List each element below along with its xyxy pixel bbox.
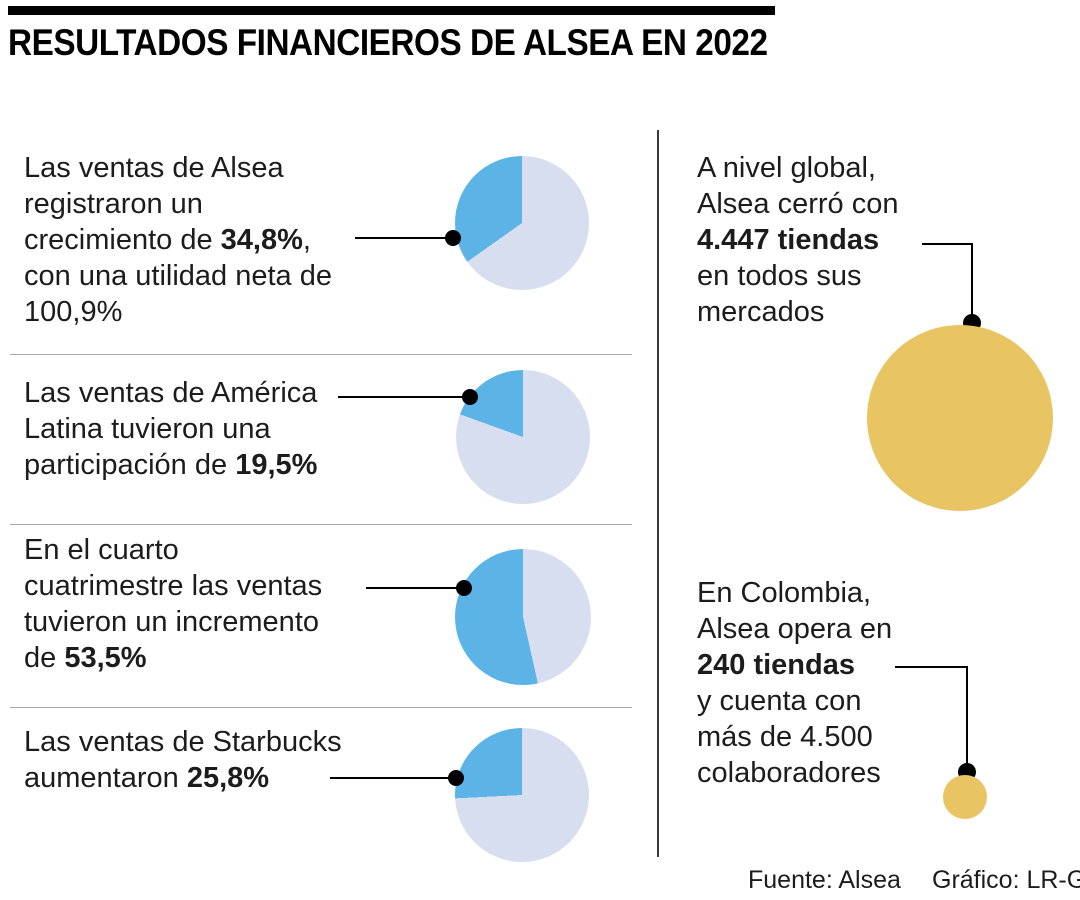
pie-chart-incremento-53-5 [455, 549, 591, 685]
text-line: 100,9% [24, 296, 123, 328]
callout-line [971, 243, 973, 323]
fact-block-tiendas-colombia: En Colombia, Alsea opera en 240 tiendas … [697, 575, 892, 791]
bubble-tiendas-global [867, 325, 1053, 511]
callout-dot [462, 389, 478, 405]
callout-dot [445, 230, 461, 246]
text-line: tuvieron un incremento [24, 606, 319, 638]
text-line: 240 tiendas [697, 647, 892, 683]
highlight-value: 4.447 tiendas [697, 224, 880, 256]
text-line: en todos sus [697, 260, 862, 292]
column-divider [657, 130, 659, 857]
section-divider [10, 707, 632, 708]
header-rule [8, 6, 775, 15]
callout-line [922, 243, 973, 245]
text-line: A nivel global, [697, 152, 876, 184]
section-divider [10, 524, 632, 525]
pie-chart-starbucks-25-8 [455, 728, 589, 862]
callout-line [895, 666, 968, 668]
highlight-value: 34,8% [220, 224, 303, 256]
graphic-credit: Gráfico: LR-GR [932, 866, 1080, 894]
highlight-value: 53,5% [64, 642, 147, 674]
text-line: con una utilidad neta de [24, 260, 332, 292]
fact-block-crecimiento-ventas: Las ventas de Alsea registraron un creci… [24, 150, 332, 330]
callout-line [366, 587, 464, 589]
text-line: En Colombia, [697, 577, 872, 609]
text-line: crecimiento de 34,8%, [24, 224, 311, 256]
text-line: cuatrimestre las ventas [24, 570, 323, 602]
text-line: Latina tuvieron una [24, 413, 271, 445]
text-line: registraron un [24, 188, 203, 220]
fact-block-starbucks: Las ventas de Starbucks aumentaron 25,8% [24, 724, 342, 796]
text-line: participación de 19,5% [24, 449, 318, 481]
section-divider [10, 354, 632, 355]
text-line: En el cuarto [24, 534, 179, 566]
callout-dot [448, 770, 464, 786]
text-line: Las ventas de Starbucks [24, 726, 342, 758]
text-line: 4.447 tiendas [697, 222, 899, 258]
pie-chart-participacion-19-5 [456, 370, 590, 504]
text-line: aumentaron 25,8% [24, 762, 270, 794]
fact-block-tiendas-global: A nivel global, Alsea cerró con 4.447 ti… [697, 150, 899, 330]
callout-dot [456, 580, 472, 596]
text-line: Las ventas de América [24, 377, 318, 409]
text-line: y cuenta con [697, 685, 862, 717]
text-line: más de 4.500 [697, 721, 873, 753]
highlight-value: 19,5% [235, 449, 318, 481]
bubble-tiendas-colombia [943, 775, 987, 819]
fact-block-cuarto-cuatrimestre: En el cuarto cuatrimestre las ventas tuv… [24, 532, 322, 676]
callout-line [338, 396, 470, 398]
source-credit: Fuente: Alsea [748, 866, 901, 894]
callout-line [330, 777, 456, 779]
text-line: Alsea opera en [697, 613, 893, 645]
text-line: Las ventas de Alsea [24, 152, 284, 184]
text-line: Alsea cerró con [697, 188, 899, 220]
highlight-value: 240 tiendas [697, 649, 855, 681]
fact-block-america-latina: Las ventas de América Latina tuvieron un… [24, 375, 317, 483]
pie-chart-crecimiento-34-8 [455, 156, 589, 290]
callout-line [355, 237, 453, 239]
page-title: RESULTADOS FINANCIEROS DE ALSEA EN 2022 [8, 22, 768, 63]
highlight-value: 25,8% [186, 762, 270, 794]
text-line: de 53,5% [24, 642, 147, 674]
text-line: mercados [697, 296, 825, 328]
text-line: colaboradores [697, 757, 881, 789]
callout-line [966, 666, 968, 772]
